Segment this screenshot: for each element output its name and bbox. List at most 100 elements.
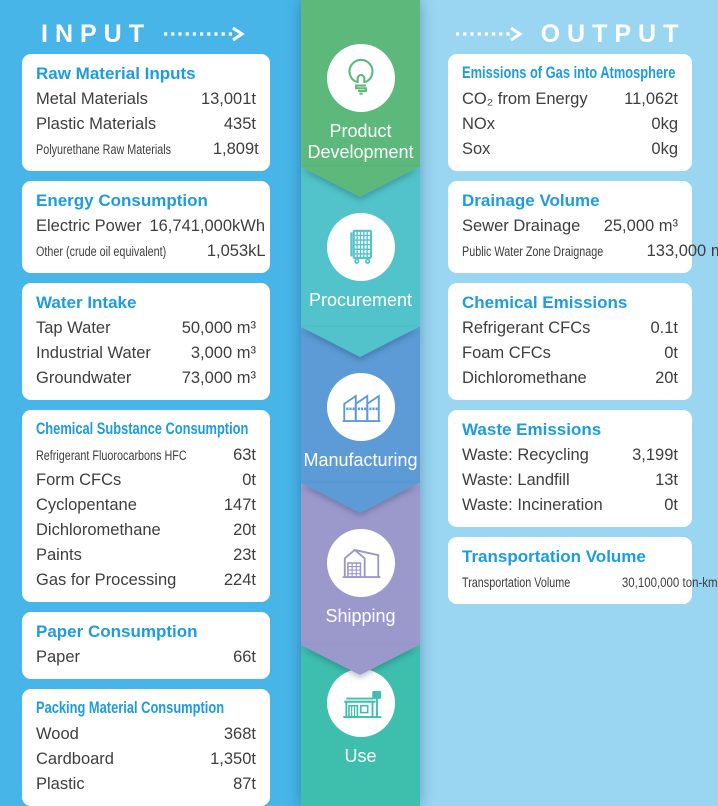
row-value: 25,000 m³: [603, 217, 678, 235]
output-header: OUTPUT: [448, 16, 692, 52]
row-label: Gas for Processing: [36, 571, 177, 589]
data-row: Sox 0kg: [462, 137, 678, 162]
row-label: Waste: Recycling: [462, 446, 589, 464]
card-title: Energy Consumption: [36, 191, 208, 210]
card-paper-consumption: Paper Consumption Paper 66t: [22, 612, 270, 679]
row-value: 435t: [223, 115, 256, 133]
data-row: Foam CFCs 0t: [462, 341, 678, 366]
stage-icon-circle: [326, 373, 395, 441]
stage-icon-circle: [326, 44, 395, 112]
data-row: Sewer Drainage 25,000 m³: [462, 214, 678, 239]
row-label: Metal Materials: [36, 90, 148, 108]
data-row: Plastic Materials 435t: [36, 112, 256, 137]
data-row: Dichloromethane 20t: [36, 518, 256, 543]
stage-product-development: Product Development: [301, 0, 420, 197]
data-row: Electric Power 16,741,000kWh: [36, 214, 265, 239]
input-cards: Raw Material Inputs Metal Materials 13,0…: [22, 54, 270, 806]
row-value: 20t: [655, 369, 678, 387]
row-label: Tap Water: [36, 319, 111, 337]
row-label: Refrigerant CFCs: [462, 319, 591, 337]
data-row: Polyurethane Raw Materials 1,809t: [36, 137, 259, 162]
row-value: 147t: [223, 496, 256, 514]
card-emissions-of-gas: Emissions of Gas into Atmosphere CO₂ fro…: [448, 54, 692, 171]
row-value: 0kg: [651, 115, 678, 133]
row-label: Foam CFCs: [462, 344, 551, 362]
card-drainage-volume: Drainage Volume Sewer Drainage 25,000 m³…: [448, 181, 718, 273]
stage-icon-circle: [326, 669, 395, 737]
row-value: 87t: [233, 775, 256, 793]
data-row: Plastic 87t: [36, 772, 256, 797]
row-value: 0t: [664, 496, 678, 514]
card-title: Packing Material Consumption: [36, 699, 225, 717]
warehouse-icon: [342, 548, 380, 579]
row-label: Cyclopentane: [36, 496, 137, 514]
row-value: 224t: [223, 571, 256, 589]
row-value: 1,350t: [210, 750, 256, 768]
store-icon: [342, 690, 381, 719]
row-value: 133,000 m³: [646, 242, 718, 260]
row-value: 30,100,000 ton-km: [622, 575, 718, 590]
row-label: Other (crude oil equivalent): [36, 244, 167, 259]
row-value: 11,062t: [624, 90, 678, 108]
row-value: 0t: [242, 471, 256, 489]
lightbulb-icon: [347, 58, 374, 95]
data-row: Other (crude oil equivalent) 1,053kL: [36, 239, 266, 264]
row-label: Dichloromethane: [462, 369, 587, 387]
data-row: Metal Materials 13,001t: [36, 87, 256, 112]
row-value: 13,001t: [200, 90, 256, 108]
row-label: Paints: [36, 546, 82, 564]
row-value: 16,741,000kWh: [149, 217, 266, 235]
output-cards: Emissions of Gas into Atmosphere CO₂ fro…: [448, 54, 718, 604]
row-label: Waste: Landfill: [462, 471, 570, 489]
row-label: Waste: Incineration: [462, 496, 603, 514]
factory-icon: [342, 394, 380, 423]
data-row: Industrial Water 3,000 m³: [36, 341, 256, 366]
row-label: NOx: [462, 115, 495, 133]
row-label: Wood: [36, 725, 79, 743]
row-label: Plastic Materials: [36, 115, 157, 133]
stage-icon-circle: [326, 529, 395, 597]
data-row: Tap Water 50,000 m³: [36, 316, 256, 341]
stage-chevron-tip: [301, 167, 419, 197]
data-row: Form CFCs 0t: [36, 468, 256, 493]
data-row: Groundwater 73,000 m³: [36, 366, 256, 391]
stage-chevron-tip: [301, 645, 419, 675]
row-label: Refrigerant Fluorocarbons HFC: [36, 448, 187, 463]
stage-label: Shipping: [325, 606, 396, 626]
row-label: Dichloromethane: [36, 521, 161, 539]
card-title: Emissions of Gas into Atmosphere: [462, 64, 676, 82]
row-value: 1,053kL: [206, 242, 266, 260]
row-label: Plastic: [36, 775, 85, 793]
card-transportation-volume: Transportation Volume Transportation Vol…: [448, 537, 718, 604]
row-value: 50,000 m³: [181, 319, 256, 337]
stage-label: Procurement: [308, 290, 413, 310]
row-label: Public Water Zone Draignage: [462, 244, 604, 259]
row-value: 3,199t: [632, 446, 678, 464]
process-flow-column: Product Development Procurement: [301, 0, 420, 806]
data-row: Cardboard 1,350t: [36, 747, 256, 772]
data-row: Dichloromethane 20t: [462, 366, 678, 391]
data-row: Wood 368t: [36, 722, 256, 747]
row-value: 13t: [655, 471, 678, 489]
input-arrow-icon: [164, 26, 245, 42]
row-value: 0.1t: [650, 319, 678, 337]
data-row: Paper 66t: [36, 645, 256, 670]
row-value: 1,809t: [212, 140, 259, 158]
row-label: Paper: [36, 648, 81, 666]
card-chemical-emissions: Chemical Emissions Refrigerant CFCs 0.1t…: [448, 283, 692, 400]
rack-trolley-icon: [349, 229, 372, 264]
output-arrow-icon: [455, 26, 523, 42]
data-row: NOx 0kg: [462, 112, 678, 137]
row-label: CO₂ from Energy: [462, 90, 588, 108]
row-label: Polyurethane Raw Materials: [36, 142, 172, 157]
data-row: Gas for Processing 224t: [36, 568, 256, 593]
data-row: Refrigerant Fluorocarbons HFC 63t: [36, 443, 256, 468]
row-label: Sewer Drainage: [462, 217, 581, 235]
stage-chevron-tip: [301, 327, 419, 357]
row-label: Industrial Water: [36, 344, 151, 362]
card-energy-consumption: Energy Consumption Electric Power 16,741…: [22, 181, 270, 273]
card-raw-material-inputs: Raw Material Inputs Metal Materials 13,0…: [22, 54, 270, 171]
stage-label: Product Development: [307, 121, 414, 162]
data-row: Waste: Recycling 3,199t: [462, 443, 678, 468]
